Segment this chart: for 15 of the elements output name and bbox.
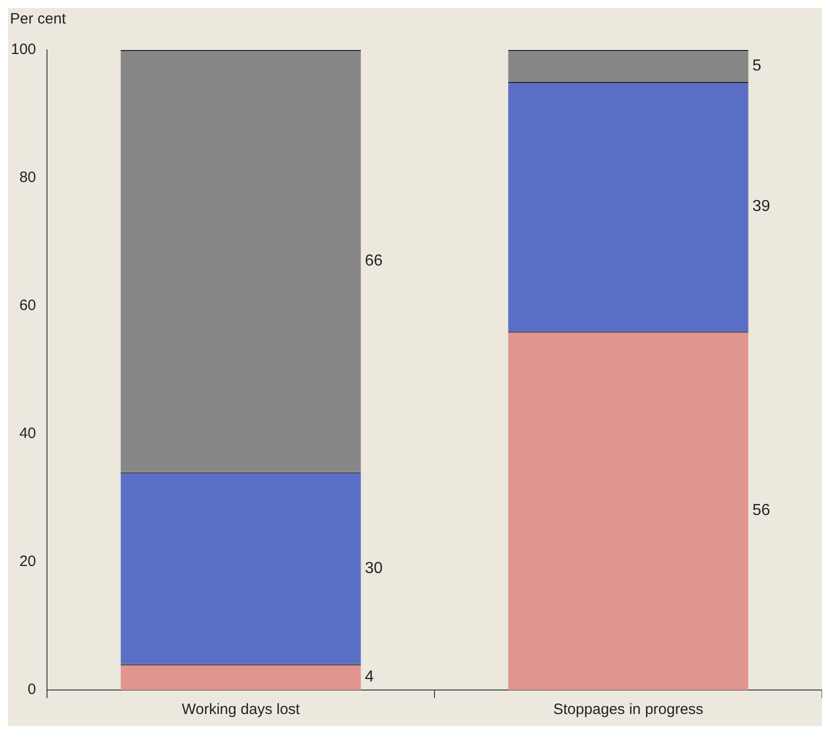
data-label: 4 bbox=[364, 668, 374, 686]
y-tick-label: 40 bbox=[19, 425, 36, 442]
y-tick-label: 80 bbox=[19, 169, 36, 186]
x-tick-label: Stoppages in progress bbox=[553, 701, 704, 718]
data-label: 56 bbox=[752, 502, 770, 520]
y-tick-label: 100 bbox=[10, 41, 36, 58]
data-label: 30 bbox=[364, 560, 383, 577]
data-label: 5 bbox=[752, 57, 762, 74]
x-tick-label: Working days lost bbox=[182, 701, 301, 718]
y-tick-label: 0 bbox=[28, 681, 36, 698]
data-label: 66 bbox=[364, 252, 383, 270]
data-label: 39 bbox=[752, 198, 770, 216]
y-tick-label: 60 bbox=[19, 297, 36, 314]
y-axis-title: Per cent bbox=[10, 10, 67, 28]
y-tick-label: 20 bbox=[19, 553, 36, 570]
